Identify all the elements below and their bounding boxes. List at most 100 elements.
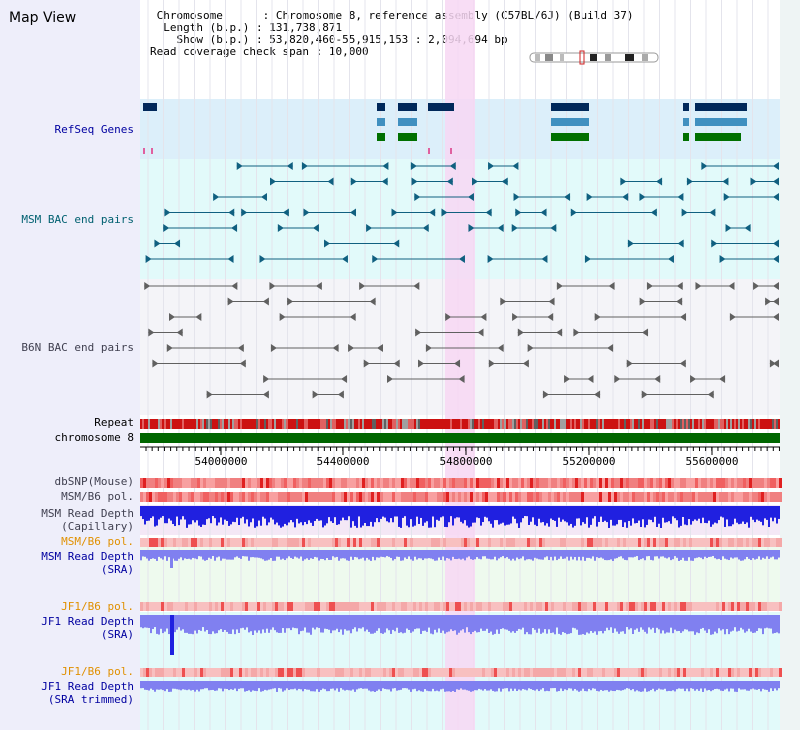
msm-b6-pol-2-cell xyxy=(209,538,212,547)
msm-b6-pol-2-cell xyxy=(497,538,500,547)
jf1-b6-pol-2-label[interactable]: JF1/B6 pol. xyxy=(61,665,134,678)
dbsnp-cell xyxy=(596,478,599,488)
repeat-segment xyxy=(596,419,598,429)
jf1-trimmed-depth-bar xyxy=(478,681,480,689)
b6n-bac-pair-arrow xyxy=(641,390,648,399)
msm-read-depth-capillary-sub-label[interactable]: (Capillary) xyxy=(61,520,134,533)
msm-sra-depth-bar xyxy=(336,550,338,557)
jf1-trimmed-depth-bar xyxy=(594,681,596,689)
jf1-trimmed-depth-bar xyxy=(424,681,426,690)
dbsnp-cell xyxy=(659,478,662,488)
repeat-segment xyxy=(734,419,736,429)
msm-b6-pol-2-cell xyxy=(506,538,509,547)
msm-b6-pol-2-label[interactable]: MSM/B6 pol. xyxy=(61,535,134,548)
dbsnp-cell xyxy=(680,478,683,488)
repeat-segment xyxy=(752,419,754,429)
msm-b6-pol-2-cell xyxy=(569,538,572,547)
repeat-segment xyxy=(424,419,426,429)
jf1-sra-depth-bar xyxy=(770,615,772,629)
msm-read-depth-capillary-label[interactable]: MSM Read Depth xyxy=(41,507,134,520)
dbsnp-cell xyxy=(704,478,707,488)
jf1-b6-pol-2-cell xyxy=(293,668,296,677)
jf1-b6-pol-2-cell xyxy=(464,668,467,677)
capillary-depth-bar xyxy=(702,506,704,518)
msm-sra-depth-spike xyxy=(170,550,173,568)
b6n-bac-pair-arrow xyxy=(337,390,344,399)
msm-read-depth-sra-label[interactable]: MSM Read Depth xyxy=(41,550,134,563)
jf1-read-depth-trimmed-label[interactable]: JF1 Read Depth xyxy=(41,680,134,693)
jf1-read-depth-trimmed-sub-label[interactable]: (SRA trimmed) xyxy=(47,693,134,706)
msm-b6-pol-cell xyxy=(380,492,383,502)
jf1-b6-pol-cell xyxy=(260,602,263,611)
jf1-sra-depth-bar xyxy=(362,615,364,628)
b6n-bac-pair-arrow xyxy=(769,359,776,368)
jf1-trimmed-depth-bar xyxy=(308,681,310,690)
capillary-depth-bar xyxy=(304,506,306,522)
msm-b6-pol-cell xyxy=(677,492,680,502)
dbsnp-cell xyxy=(563,478,566,488)
jf1-trimmed-depth-bar xyxy=(680,681,682,689)
msm-b6-pol-2-cell xyxy=(728,538,731,547)
jf1-b6-pol-cell xyxy=(440,602,443,611)
dbsnp-cell xyxy=(554,478,557,488)
msm-sra-depth-bar xyxy=(292,550,294,559)
msm-b6-pol-cell xyxy=(314,492,317,502)
msm-b6-pol-2-cell xyxy=(518,538,521,547)
b6n-bac-pair-arrow xyxy=(227,297,234,306)
jf1-trimmed-depth-bar xyxy=(240,681,242,689)
jf1-b6-pol-2-cell xyxy=(548,668,551,677)
jf1-sra-depth-bar xyxy=(152,615,154,630)
jf1-read-depth-sra-sub-label[interactable]: (SRA) xyxy=(100,628,134,641)
jf1-trimmed-depth-bar xyxy=(532,681,534,690)
capillary-depth-bar xyxy=(626,506,628,528)
b6n-bac-pair-arrow xyxy=(753,282,760,290)
repeat-segment xyxy=(162,419,164,429)
jf1-trimmed-depth-bar xyxy=(338,681,340,692)
msm-b6-pol-2-cell xyxy=(296,538,299,547)
msm-sra-depth-bar xyxy=(584,550,586,561)
msm-sra-depth-bar xyxy=(174,550,176,561)
jf1-b6-pol-cell xyxy=(494,602,497,611)
repeat-segment xyxy=(158,419,160,429)
jf1-b6-pol-2-cell xyxy=(608,668,611,677)
repeat-segment xyxy=(286,419,288,429)
refseq-genes-label[interactable]: RefSeq Genes xyxy=(54,123,134,136)
dbsnp-cell xyxy=(179,478,182,488)
msm-b6-pol-cell xyxy=(773,492,776,502)
msm-sra-depth-bar xyxy=(424,550,426,559)
capillary-depth-bar xyxy=(546,506,548,524)
jf1-trimmed-depth-bar xyxy=(230,681,232,690)
msm-bac-pair-arrow xyxy=(449,162,456,170)
b6n-bac-end-pairs-label[interactable]: B6N BAC end pairs xyxy=(21,341,134,354)
msm-sra-depth-bar xyxy=(766,550,768,557)
repeat-segment xyxy=(266,419,268,429)
jf1-read-depth-sra-label[interactable]: JF1 Read Depth xyxy=(41,615,134,628)
jf1-b6-pol-2-cell xyxy=(635,668,638,677)
msm-bac-end-pairs-label[interactable]: MSM BAC end pairs xyxy=(21,213,134,226)
jf1-sra-depth-bar xyxy=(598,615,600,632)
msm-b6-pol-cell xyxy=(233,492,236,502)
jf1-trimmed-depth-bar xyxy=(410,681,412,692)
capillary-depth-bar xyxy=(750,506,752,517)
msm-b6-pol-label[interactable]: MSM/B6 pol. xyxy=(61,490,134,503)
jf1-b6-pol-label[interactable]: JF1/B6 pol. xyxy=(61,600,134,613)
capillary-depth-bar xyxy=(592,506,594,519)
dbsnp-label[interactable]: dbSNP(Mouse) xyxy=(54,475,134,488)
jf1-sra-depth-bar xyxy=(532,615,534,629)
capillary-depth-bar xyxy=(340,506,342,521)
jf1-sra-depth-bar xyxy=(610,615,612,628)
msm-read-depth-sra-sub-label[interactable]: (SRA) xyxy=(100,563,134,576)
capillary-depth-bar xyxy=(364,506,366,524)
capillary-depth-bar xyxy=(496,506,498,521)
msm-sra-depth-bar xyxy=(392,550,394,561)
msm-b6-pol-2-cell xyxy=(581,538,584,547)
jf1-sra-depth-bar xyxy=(304,615,306,628)
msm-sra-depth-bar xyxy=(188,550,190,559)
dbsnp-cell xyxy=(209,478,212,488)
jf1-b6-pol-2-cell xyxy=(146,668,149,677)
jf1-b6-pol-2-cell xyxy=(287,668,290,677)
msm-b6-pol-cell xyxy=(719,492,722,502)
msm-b6-pol-2-cell xyxy=(701,538,704,547)
msm-b6-pol-2-cell xyxy=(347,538,350,547)
